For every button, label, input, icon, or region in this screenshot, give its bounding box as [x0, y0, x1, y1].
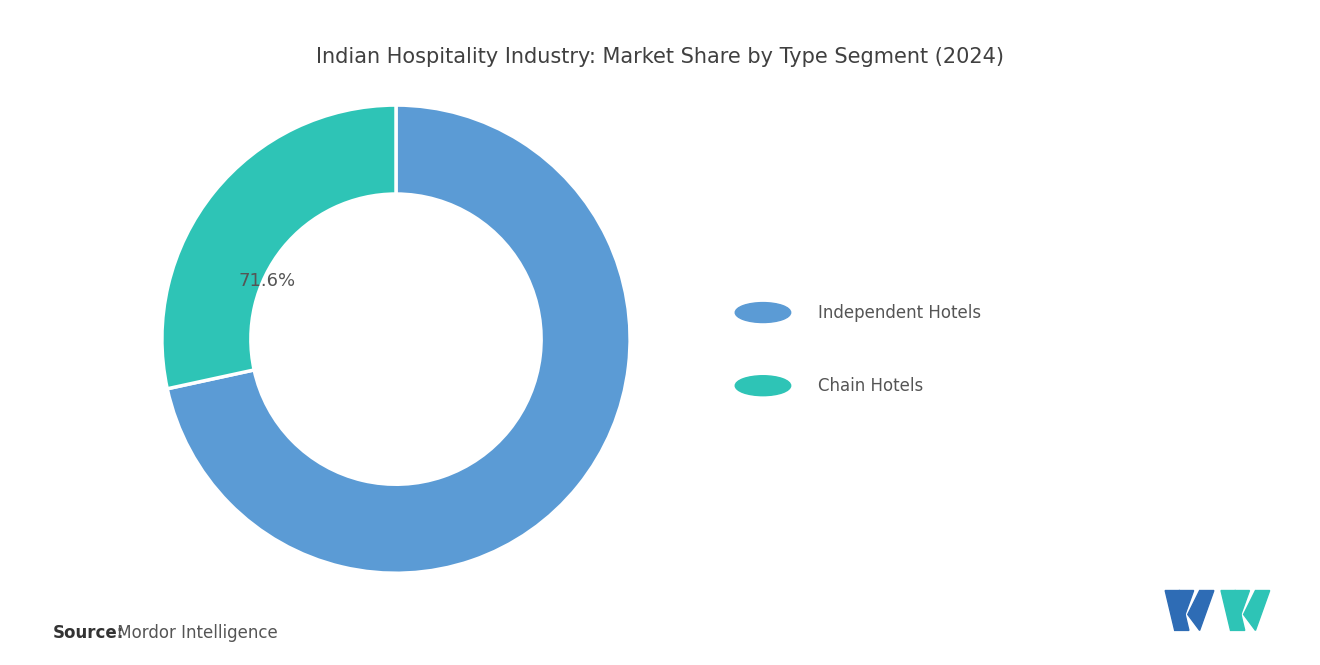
Wedge shape	[162, 105, 396, 389]
Polygon shape	[1188, 591, 1214, 630]
Polygon shape	[1228, 591, 1250, 617]
Text: Independent Hotels: Independent Hotels	[818, 303, 982, 322]
Polygon shape	[1172, 591, 1193, 617]
Polygon shape	[1243, 591, 1270, 630]
Circle shape	[735, 376, 791, 396]
Text: Source:: Source:	[53, 624, 124, 642]
Wedge shape	[168, 105, 630, 573]
Circle shape	[735, 303, 791, 323]
Polygon shape	[1221, 591, 1245, 630]
Polygon shape	[1166, 591, 1189, 630]
Text: Chain Hotels: Chain Hotels	[818, 376, 924, 395]
Text: 71.6%: 71.6%	[239, 271, 296, 290]
Text: Indian Hospitality Industry: Market Share by Type Segment (2024): Indian Hospitality Industry: Market Shar…	[315, 47, 1005, 66]
Text: Mordor Intelligence: Mordor Intelligence	[112, 624, 279, 642]
